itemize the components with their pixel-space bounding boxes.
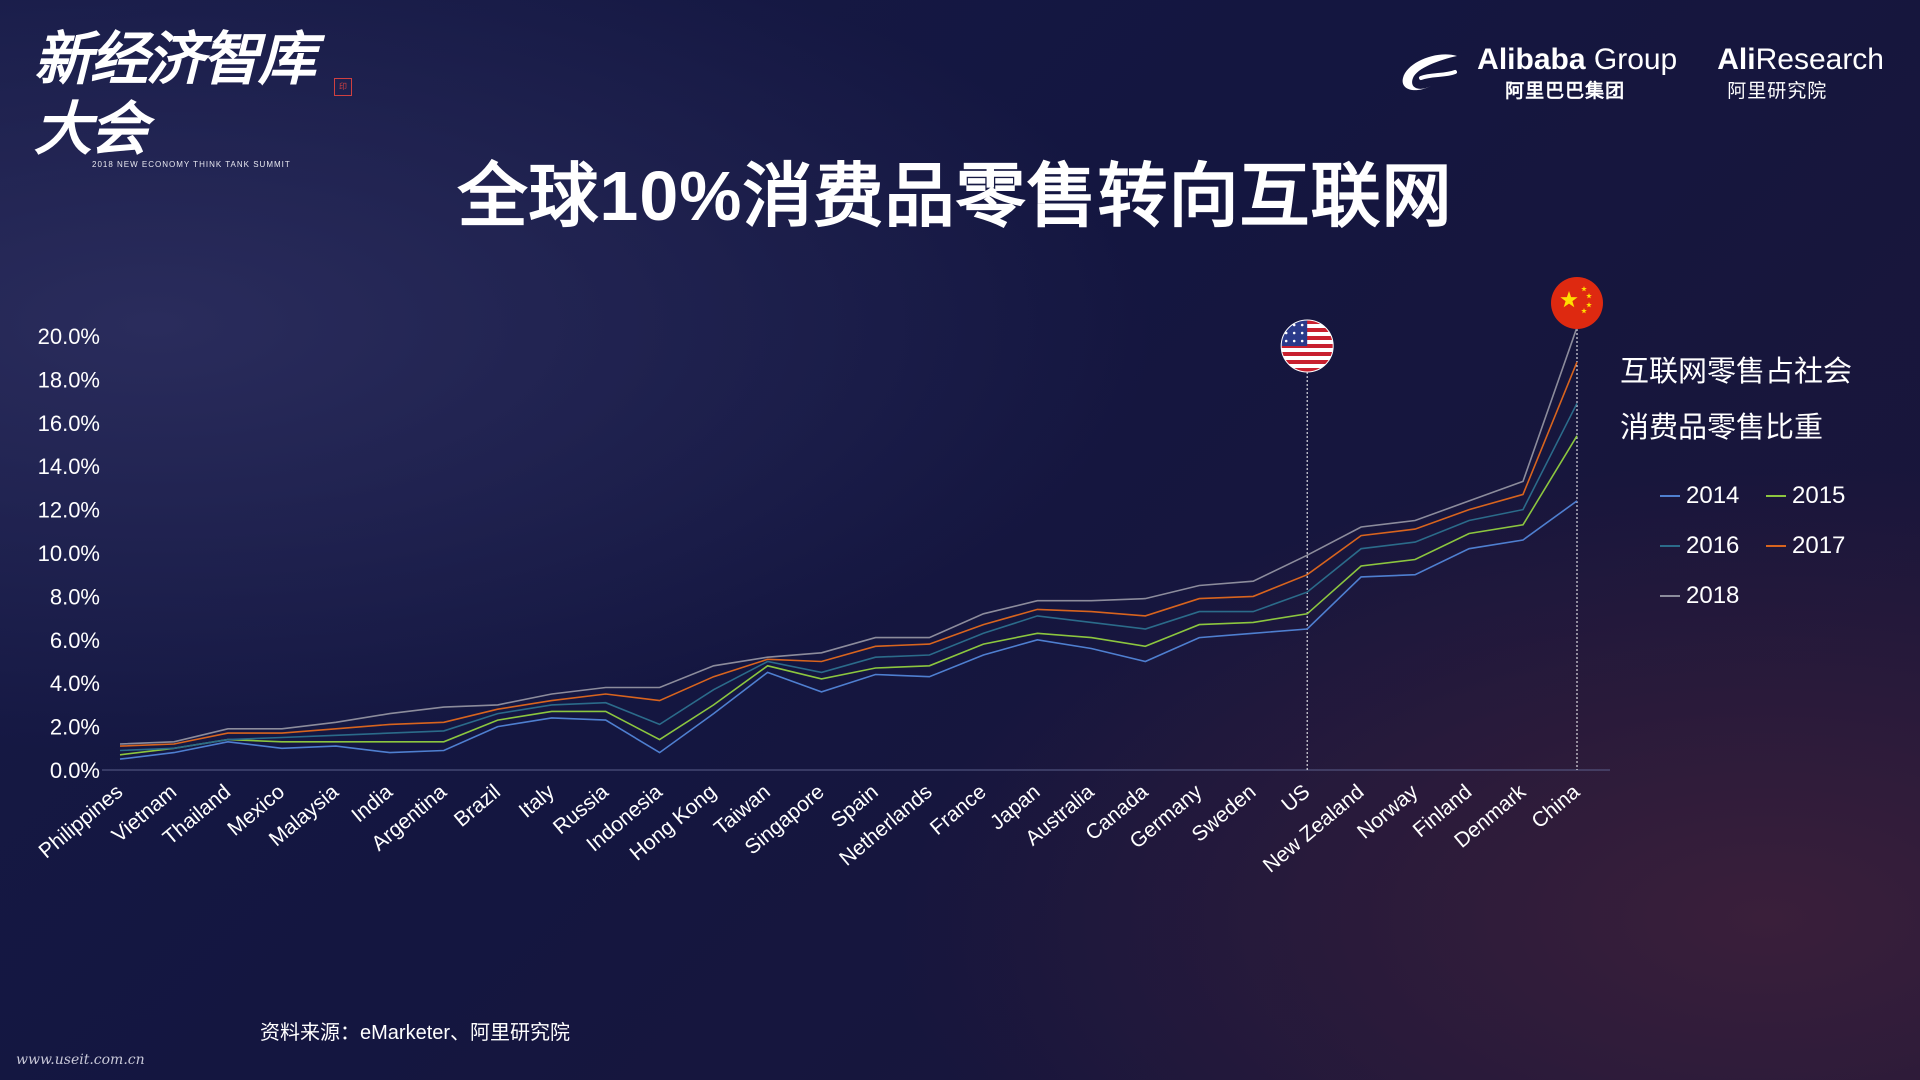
summit-logo-subtitle: 2018 NEW ECONOMY THINK TANK SUMMIT [92,160,291,169]
flag-markers [1280,277,1603,373]
legend-title: 互联网零售占社会 消费品零售比重 [1620,344,1852,456]
china-flag-icon [1551,277,1603,329]
legend-item-2017: 2017 [1766,532,1845,560]
summit-logo: 新经济智库大会 2018 NEW ECONOMY THINK TANK SUMM… [34,24,354,169]
y-tick-label: 12.0% [38,498,100,523]
aliresearch-cn-name: 阿里研究院 [1727,81,1828,102]
y-tick-label: 16.0% [38,411,100,436]
series-line-2018 [119,327,1578,745]
y-tick-label: 0.0% [50,758,100,783]
legend-label: 2015 [1792,482,1846,509]
y-tick-label: 2.0% [50,715,100,740]
alibaba-group-word: Group [1585,43,1678,76]
y-axis: 0.0% 2.0% 4.0% 6.0% 8.0% 10.0% 12.0% 14.0% 16.0%… [38,324,100,783]
series-line-2015 [119,435,1578,756]
series-line-2016 [119,402,1578,752]
y-tick-label: 18.0% [38,367,100,392]
x-axis: PhilippinesVietnamThailandMexicoMalaysia… [35,769,1610,877]
legend-label: 2014 [1686,482,1740,509]
legend-swatch [1660,495,1680,497]
x-tick-label: Italy [515,780,560,823]
y-tick-label: 14.0% [38,454,100,479]
alibaba-cn-name: 阿里巴巴集团 [1505,81,1626,102]
legend-title-line2: 消费品零售比重 [1620,412,1824,444]
source-note: 资料来源：eMarketer、阿里研究院 [260,1022,571,1044]
guide-lines [1306,329,1578,770]
alibaba-wordmark: Alibaba [1477,43,1586,76]
aliresearch-ali-word: Ali [1717,43,1756,76]
legend-item-2018: 2018 [1660,582,1739,610]
summit-logo-title: 新经济智库大会 [34,25,316,163]
watermark: www.useit.com.cn [16,1052,145,1068]
legend-label: 2016 [1686,532,1740,559]
aliresearch-research-word: Research [1755,43,1884,76]
series-line-2014 [119,500,1578,760]
y-tick-label: 4.0% [50,671,100,696]
legend-title-line1: 互联网零售占社会 [1620,356,1853,388]
slide-title: 全球10%消费品零售转向互联网 [457,157,1453,235]
y-tick-label: 20.0% [38,324,100,349]
x-tick-label: New Zealand [1259,780,1369,877]
legend-swatch [1766,545,1786,547]
us-flag-icon [1280,319,1334,373]
legend-item-2014: 2014 [1660,482,1739,510]
legend-item-2015: 2015 [1766,482,1845,510]
seal-icon: 印 [334,78,352,96]
legend-label: 2018 [1686,582,1740,609]
series-line-2017 [119,361,1578,747]
aliresearch-logo: AliResearch 阿里研究院 [1717,44,1884,103]
x-tick-label: Brazil [450,780,505,831]
legend-swatch [1766,495,1786,497]
alibaba-swirl-icon [1402,53,1458,90]
x-tick-label: China [1527,780,1584,833]
y-tick-label: 10.0% [38,541,100,566]
legend-swatch [1660,545,1680,547]
x-tick-label: France [926,780,991,840]
x-tick-label: Norway [1353,780,1423,844]
x-tick-label: Philippines [35,780,128,863]
legend-label: 2017 [1792,532,1846,559]
legend-item-2016: 2016 [1660,532,1739,560]
legend-swatch [1660,595,1680,597]
series-lines [119,327,1578,760]
x-tick-label: US [1277,780,1314,816]
y-tick-label: 8.0% [50,584,100,609]
partner-logos: Alibaba Group 阿里巴巴集团 AliResearch 阿里研究院 [1397,44,1884,104]
y-tick-label: 6.0% [50,628,100,653]
alibaba-group-logo: Alibaba Group 阿里巴巴集团 [1397,44,1677,103]
